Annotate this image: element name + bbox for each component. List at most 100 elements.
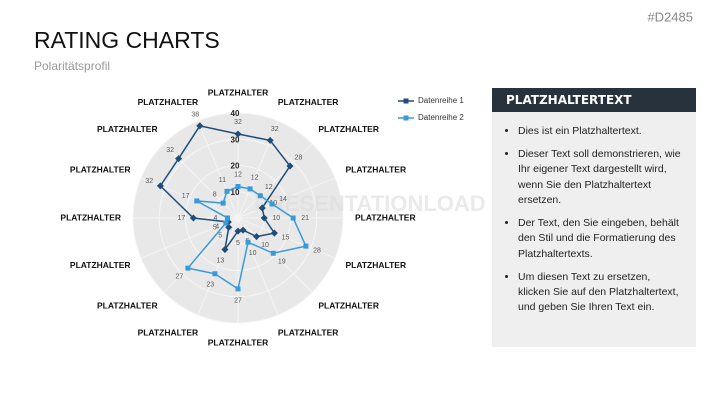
value-label: 5 — [236, 240, 240, 247]
spoke — [163, 217, 239, 293]
marker — [290, 215, 296, 221]
axis-label: PLATZHALTER — [278, 328, 339, 338]
marker — [175, 155, 183, 163]
axis-label: PLATZHALTER — [278, 97, 339, 107]
r-tick-label: 30 — [231, 135, 240, 144]
marker — [212, 271, 218, 277]
value-label: 5 — [218, 233, 222, 240]
legend-label: Datenreihe 1 — [418, 96, 464, 105]
r-tick-label: 10 — [231, 188, 240, 197]
axis-label: PLATZHALTER — [208, 87, 269, 97]
marker — [270, 250, 276, 256]
marker — [239, 226, 247, 234]
value-label: 28 — [295, 154, 303, 161]
marker — [225, 215, 230, 221]
value-label: 38 — [191, 112, 199, 119]
legend-label: Datenreihe 2 — [418, 113, 464, 122]
spoke — [237, 120, 279, 219]
bullet: Der Text, den Sie eingeben, behält den S… — [518, 216, 684, 262]
panel-title: PLATZHALTERTEXT — [492, 88, 696, 112]
value-label: 28 — [313, 248, 321, 255]
axis-label: PLATZHALTER — [70, 260, 131, 270]
value-label: 32 — [145, 178, 153, 185]
value-label: 32 — [166, 147, 174, 154]
r-tick-label: 20 — [231, 162, 240, 171]
value-label: 14 — [279, 196, 287, 203]
spoke — [237, 143, 313, 219]
value-label: 13 — [216, 257, 224, 264]
bullet: Dieser Text soll demonstrieren, wie Ihr … — [518, 147, 684, 208]
marker — [220, 200, 226, 206]
marker — [194, 198, 200, 204]
axis-label: PLATZHALTER — [318, 301, 379, 311]
r-tick-label: 40 — [231, 109, 240, 118]
value-label: 12 — [234, 171, 242, 178]
value-label: 17 — [177, 215, 185, 222]
value-label: 32 — [271, 126, 279, 133]
watermark: PRESENTATIONLOAD — [254, 191, 485, 216]
spoke — [237, 217, 336, 259]
marker — [266, 136, 274, 144]
value-label: 19 — [278, 259, 286, 266]
value-label: 21 — [301, 215, 309, 222]
marker — [286, 162, 294, 170]
marker — [269, 201, 275, 207]
axis-label: PLATZHALTER — [345, 260, 406, 270]
value-label: 27 — [234, 298, 242, 305]
spoke — [237, 217, 279, 316]
marker — [235, 184, 241, 189]
marker — [196, 122, 204, 130]
marker — [156, 182, 164, 190]
legend-marker — [403, 98, 409, 104]
marker — [235, 286, 241, 292]
marker — [221, 245, 229, 254]
value-label: 12 — [265, 184, 273, 191]
value-label: 10 — [249, 250, 257, 257]
value-label: 10 — [261, 242, 269, 249]
marker — [234, 130, 242, 138]
value-label: 11 — [219, 177, 226, 184]
axis-label: PLATZHALTER — [97, 124, 158, 134]
marker — [260, 214, 268, 222]
marker — [253, 233, 261, 241]
value-label: 12 — [251, 175, 259, 182]
marker — [234, 227, 242, 235]
value-label: 27 — [176, 273, 184, 280]
axis-label: PLATZHALTER — [97, 301, 158, 311]
slide-title: RATING CHARTS — [34, 27, 220, 53]
marker — [223, 220, 229, 226]
marker — [270, 229, 278, 237]
axis-label: PLATZHALTER — [70, 164, 131, 174]
bullet-list: Dies ist ein Platzhaltertext. Dieser Text… — [492, 124, 696, 315]
value-label: 4 — [215, 223, 219, 230]
spoke — [237, 177, 336, 219]
marker — [245, 239, 251, 245]
value-label: 17 — [182, 193, 190, 200]
spoke — [140, 217, 239, 259]
marker — [247, 186, 253, 192]
marker — [257, 193, 263, 199]
axis-label: PLATZHALTER — [60, 212, 121, 222]
bullet: Um diesen Text zu ersetzen, klicken Sie … — [518, 270, 684, 316]
value-label: 23 — [206, 282, 214, 289]
value-label: 4 — [214, 215, 218, 222]
axis-label: PLATZHALTER — [208, 337, 269, 347]
axis-label: PLATZHALTER — [345, 164, 406, 174]
marker — [224, 188, 230, 194]
axis-label: PLATZHALTER — [138, 97, 199, 107]
marker — [185, 265, 191, 271]
axis-label: PLATZHALTER — [318, 124, 379, 134]
spoke — [140, 177, 239, 219]
bullet: Dies ist ein Platzhaltertext. — [518, 124, 684, 139]
marker — [258, 204, 266, 212]
marker — [189, 214, 197, 222]
value-label: 8 — [213, 192, 217, 199]
axis-label: PLATZHALTER — [355, 212, 416, 222]
value-label: 15 — [282, 235, 290, 242]
spoke — [197, 217, 239, 316]
text-panel: PLATZHALTERTEXT Dies ist ein Platzhalter… — [492, 88, 696, 347]
legend-marker — [403, 115, 409, 121]
value-label: 32 — [234, 119, 242, 126]
